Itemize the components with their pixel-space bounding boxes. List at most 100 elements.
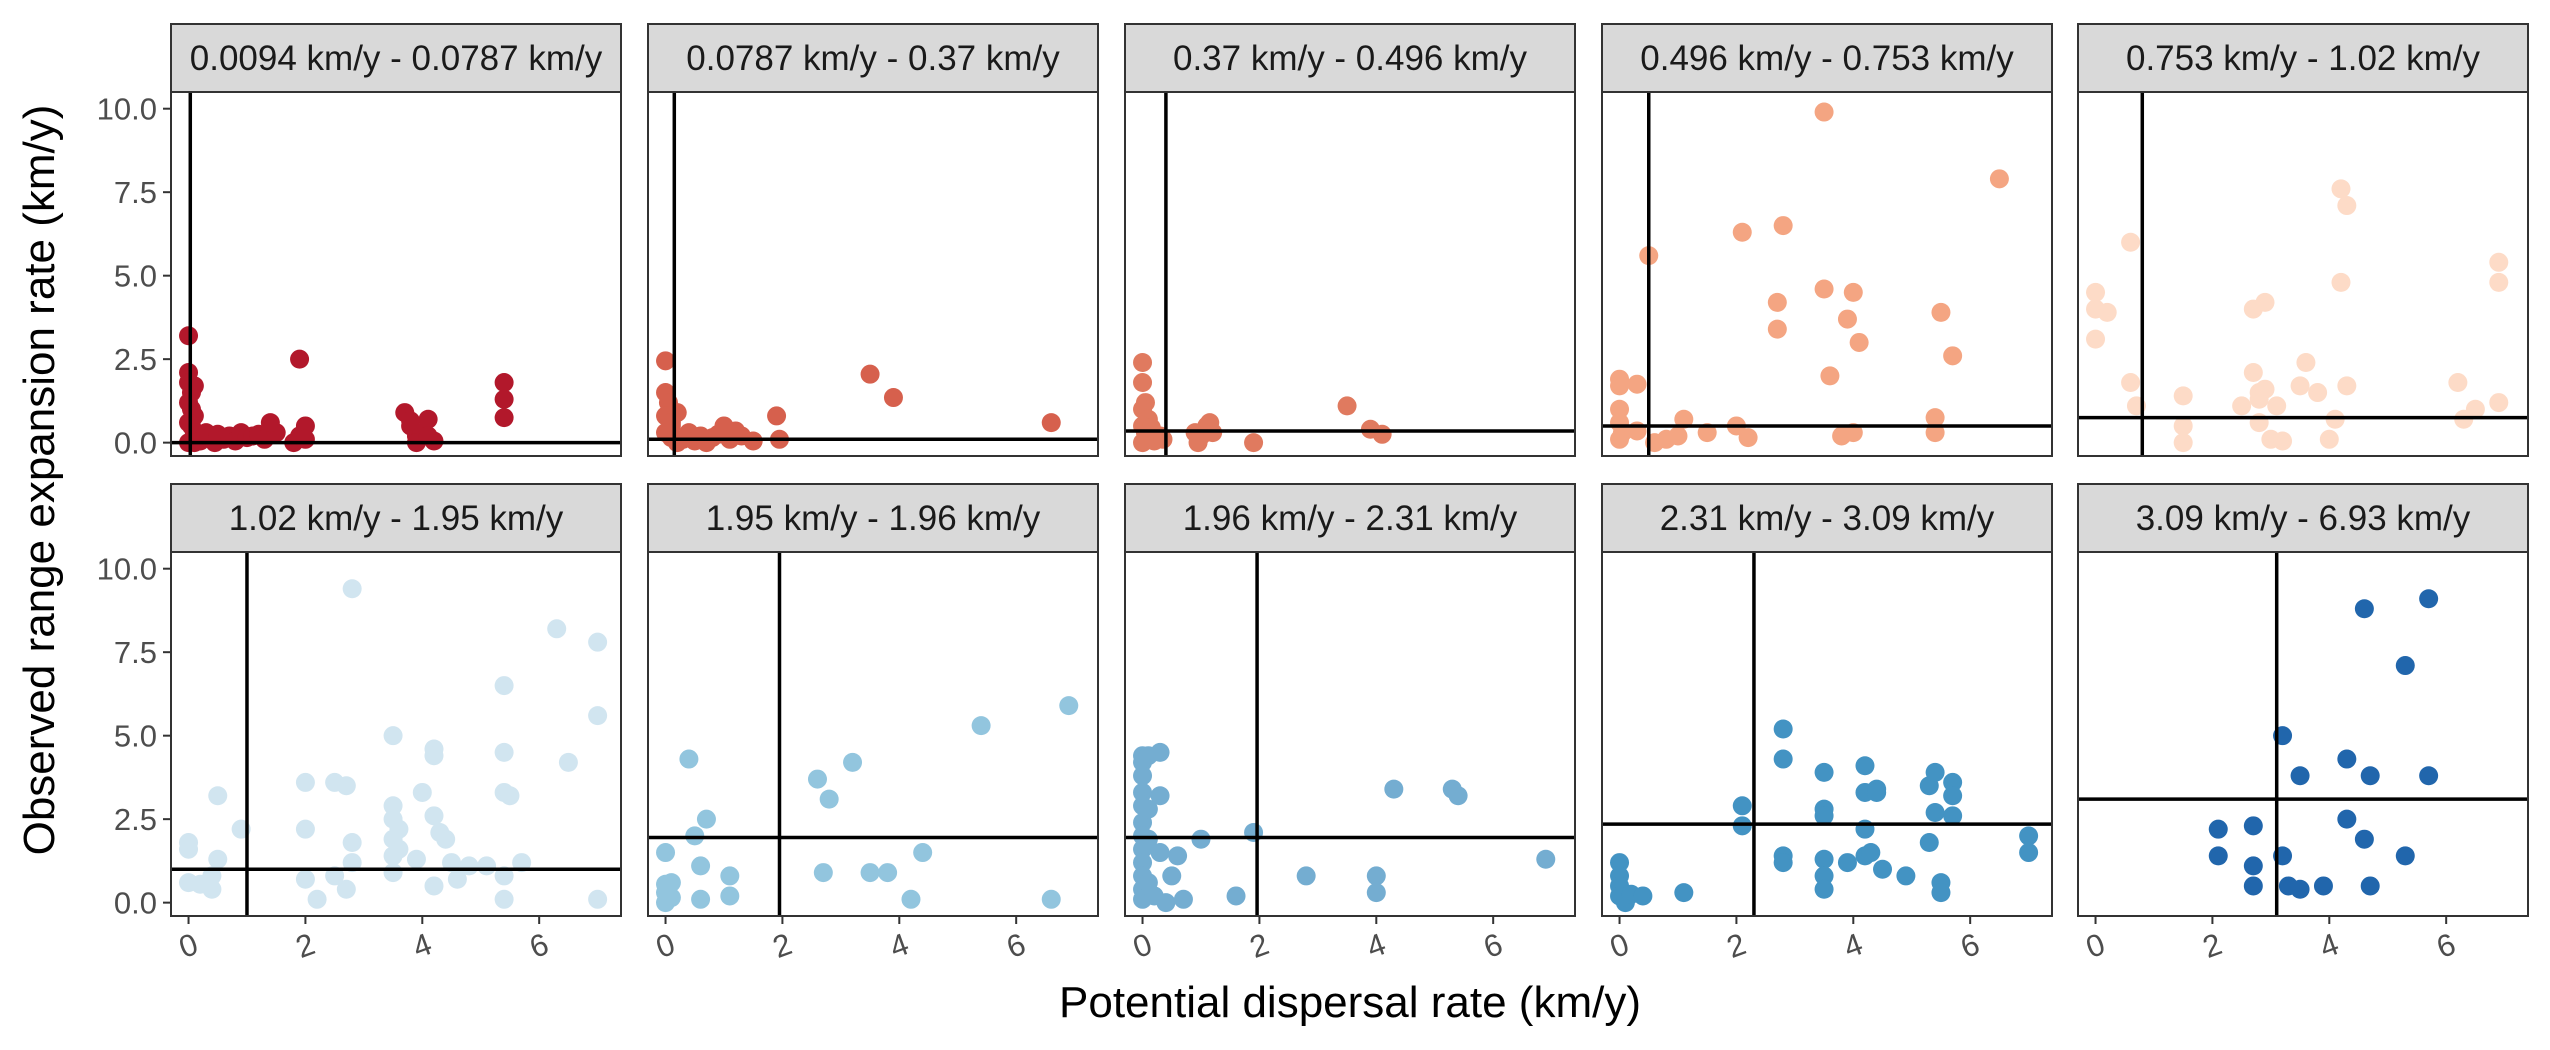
data-point xyxy=(1384,779,1404,799)
data-point xyxy=(2086,282,2106,302)
data-point xyxy=(412,782,432,802)
facet-strip-label: 0.37 km/y - 0.496 km/y xyxy=(1173,39,1528,78)
data-point xyxy=(2097,302,2117,322)
data-point xyxy=(336,776,356,796)
facet-strip-label: 2.31 km/y - 3.09 km/y xyxy=(1660,499,1995,538)
facet-strip-label: 0.0094 km/y - 0.0787 km/y xyxy=(190,39,603,78)
data-point xyxy=(2331,272,2351,292)
data-point xyxy=(679,749,699,769)
data-point xyxy=(1867,782,1887,802)
data-point xyxy=(901,889,921,909)
data-point xyxy=(661,888,681,908)
data-point xyxy=(720,886,740,906)
data-point xyxy=(1133,782,1153,802)
data-point xyxy=(2331,179,2351,199)
data-point xyxy=(2086,329,2106,349)
data-point xyxy=(494,889,514,909)
data-point xyxy=(307,889,327,909)
facet-panel: 1.95 km/y - 1.96 km/y xyxy=(647,483,1099,917)
data-point xyxy=(401,411,421,431)
panel-border xyxy=(647,551,1099,917)
data-point xyxy=(1849,332,1869,352)
data-point xyxy=(2313,876,2333,896)
data-point xyxy=(512,853,532,873)
data-point xyxy=(2419,766,2439,786)
data-point xyxy=(295,772,315,792)
facet-panel: 0.0094 km/y - 0.0787 km/y xyxy=(170,23,622,457)
facet-panel: 2.31 km/y - 3.09 km/y xyxy=(1601,483,2053,917)
data-point xyxy=(418,426,438,446)
panel-border xyxy=(1124,551,1576,917)
data-point xyxy=(2354,829,2374,849)
data-point xyxy=(2243,363,2263,383)
data-point xyxy=(1150,742,1170,762)
facet-strip xyxy=(2077,23,2529,93)
data-point xyxy=(2173,386,2193,406)
data-point xyxy=(1610,853,1630,873)
data-point xyxy=(1138,799,1158,819)
data-point xyxy=(1814,762,1834,782)
data-point xyxy=(2208,846,2228,866)
x-tick-label: 0 xyxy=(174,926,202,965)
data-point xyxy=(383,796,403,816)
data-point xyxy=(1925,762,1945,782)
data-point xyxy=(971,716,991,736)
data-point xyxy=(819,789,839,809)
x-tick-label: 6 xyxy=(1002,926,1030,965)
facet-strip-label: 1.02 km/y - 1.95 km/y xyxy=(229,499,564,538)
data-point xyxy=(813,863,833,883)
data-point xyxy=(1814,279,1834,299)
panel-background xyxy=(648,552,1098,916)
data-point xyxy=(2243,856,2263,876)
y-tick-label: 2.5 xyxy=(114,342,157,377)
facet-strip xyxy=(647,23,1099,93)
data-point xyxy=(1925,408,1945,428)
data-point xyxy=(424,806,444,826)
data-point xyxy=(1610,429,1630,449)
data-point xyxy=(1150,843,1170,863)
data-point xyxy=(389,819,409,839)
data-point xyxy=(2337,809,2357,829)
data-point xyxy=(2308,383,2328,403)
data-point xyxy=(1767,292,1787,312)
x-tick-label: 0 xyxy=(1128,926,1156,965)
data-point xyxy=(494,389,514,409)
data-point xyxy=(295,869,315,889)
panel-background xyxy=(648,92,1098,456)
data-point xyxy=(1931,302,1951,322)
data-point xyxy=(1633,886,1653,906)
data-point xyxy=(1773,719,1793,739)
data-point xyxy=(383,726,403,746)
data-point xyxy=(1448,786,1468,806)
data-point xyxy=(1296,866,1316,886)
y-tick-label: 10.0 xyxy=(97,92,157,127)
data-point xyxy=(208,786,228,806)
data-point xyxy=(1337,396,1357,416)
data-point xyxy=(2232,396,2252,416)
panel-background xyxy=(1125,92,1575,456)
data-point xyxy=(1943,786,1963,806)
data-point xyxy=(2319,429,2339,449)
data-point xyxy=(661,413,681,433)
data-point xyxy=(1697,423,1717,443)
data-point xyxy=(342,853,362,873)
data-point xyxy=(2208,819,2228,839)
data-point xyxy=(208,849,228,869)
panel-background xyxy=(1602,92,2052,456)
panel-border xyxy=(2077,91,2529,457)
facet-panel: 1.96 km/y - 2.31 km/y xyxy=(1124,483,1576,917)
data-point xyxy=(2489,252,2509,272)
data-point xyxy=(2290,766,2310,786)
data-point xyxy=(1041,413,1061,433)
data-point xyxy=(2448,373,2468,393)
x-tick-label: 2 xyxy=(1245,926,1273,965)
data-point xyxy=(1226,886,1246,906)
data-point xyxy=(558,752,578,772)
data-point xyxy=(1059,696,1079,716)
data-point xyxy=(2173,416,2193,436)
data-point xyxy=(436,829,456,849)
data-point xyxy=(720,866,740,886)
data-point xyxy=(588,889,608,909)
data-point xyxy=(1627,374,1647,394)
